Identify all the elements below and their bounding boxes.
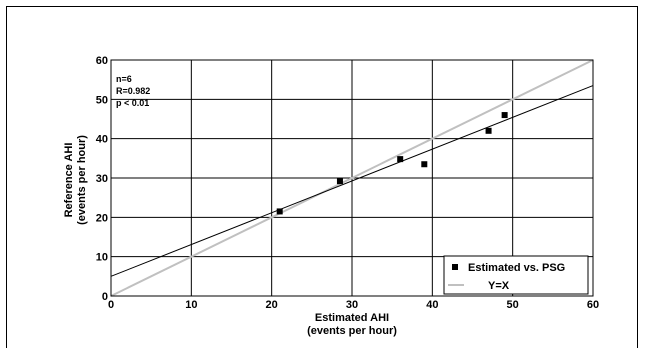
data-point	[276, 208, 283, 215]
x-tick-label: 0	[108, 299, 114, 311]
data-point	[485, 127, 492, 134]
y-tick-label: 50	[96, 94, 108, 106]
annotation-p: p < 0.01	[116, 98, 149, 108]
regression-line	[110, 85, 594, 277]
x-tick-label: 60	[587, 299, 599, 311]
y-tick-label: 60	[96, 55, 108, 67]
y-axis-label-line2: (events per hour)	[76, 135, 88, 225]
y-tick-label: 10	[96, 252, 108, 264]
legend-label-yx: Y=X	[488, 280, 510, 292]
x-tick-label: 30	[346, 299, 358, 311]
x-tick-label: 50	[507, 299, 519, 311]
y-axis-label-line1: Reference AHI	[63, 143, 75, 218]
x-tick-labels: 0 10 20 30 40 50 60	[108, 299, 599, 311]
y-tick-label: 0	[102, 291, 108, 303]
legend: Estimated vs. PSG Y=X	[443, 255, 589, 295]
annotation-n: n=6	[116, 74, 132, 84]
data-point	[421, 161, 428, 168]
series-line-yx	[110, 59, 594, 297]
x-tick-label: 40	[426, 299, 438, 311]
data-point	[336, 178, 343, 185]
y-tick-label: 20	[96, 212, 108, 224]
x-tick-label: 10	[185, 299, 197, 311]
annotation-r: R=0.982	[116, 86, 150, 96]
series-lines	[110, 59, 594, 297]
y-tick-label: 40	[96, 134, 108, 146]
x-axis-label-line2: (events per hour)	[307, 325, 397, 337]
data-point	[501, 112, 508, 119]
figure-frame	[6, 6, 638, 348]
legend-box	[443, 255, 589, 295]
x-tick-label: 20	[266, 299, 278, 311]
data-point	[397, 156, 404, 163]
y-tick-label: 30	[96, 173, 108, 185]
data-points	[276, 112, 508, 215]
legend-label-points: Estimated vs. PSG	[468, 262, 565, 274]
legend-marker-points	[452, 264, 458, 270]
plot-border	[110, 59, 594, 297]
y-tick-labels: 0 10 20 30 40 50 60	[96, 55, 108, 303]
x-axis-label-line1: Estimated AHI	[315, 312, 389, 324]
